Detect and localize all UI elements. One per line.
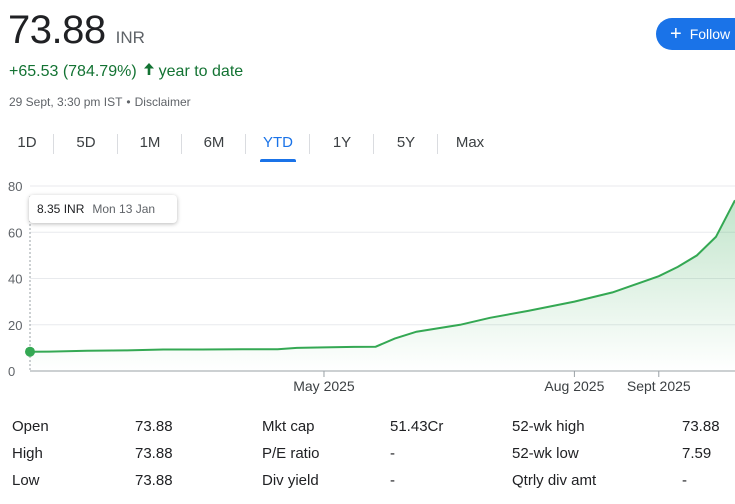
stat-mkt-cap-label: Mkt cap <box>262 418 315 435</box>
stat-row: High 73.88 P/E ratio - 52-wk low 7.59 <box>0 445 735 469</box>
stat-row: Open 73.88 Mkt cap 51.43Cr 52-wk high 73… <box>0 418 735 442</box>
y-tick-label: 0 <box>8 364 15 379</box>
price-header: 73.88 INR <box>8 8 145 53</box>
stat-pe-ratio-value: - <box>390 445 395 462</box>
x-tick-label: Aug 2025 <box>544 378 604 394</box>
change-value: +65.53 (784.79%) <box>9 62 137 80</box>
change-period: year to date <box>158 62 244 80</box>
y-tick-label: 80 <box>8 179 22 194</box>
disclaimer-link[interactable]: Disclaimer <box>134 95 191 109</box>
tab-5d[interactable]: 5D <box>54 128 118 160</box>
price-change: +65.53 (784.79%) year to date <box>9 62 243 81</box>
plus-icon: + <box>670 23 682 45</box>
x-tick-label: May 2025 <box>293 378 355 394</box>
separator-dot: • <box>126 95 131 109</box>
chart-area-fill <box>30 200 735 371</box>
stat-52wk-high-label: 52-wk high <box>512 418 585 435</box>
stat-pe-ratio-label: P/E ratio <box>262 445 320 462</box>
tab-label: Max <box>455 134 485 151</box>
quote-meta: 29 Sept, 3:30 pm IST • Disclaimer <box>9 95 191 109</box>
tab-divider <box>309 134 310 154</box>
stat-high-value: 73.88 <box>135 445 173 462</box>
tab-label: 1M <box>139 134 161 151</box>
chart-price-line <box>29 199 735 353</box>
range-tabs: 1D 5D 1M 6M YTD 1Y 5Y Max <box>0 128 502 162</box>
tab-label: 1Y <box>332 134 352 151</box>
stat-mkt-cap-value: 51.43Cr <box>390 418 444 435</box>
tab-ytd[interactable]: YTD <box>246 128 310 162</box>
y-tick-label: 40 <box>8 272 22 287</box>
price-chart[interactable]: 0 20 40 60 80 May 2025 Aug 2025 Sept 2025 <box>0 176 735 398</box>
tab-divider <box>181 134 182 154</box>
tab-label: 6M <box>203 134 225 151</box>
stat-div-yield-value: - <box>390 472 395 489</box>
tooltip-date: Mon 13 Jan <box>92 202 156 216</box>
timestamp: 29 Sept, 3:30 pm IST <box>9 95 123 109</box>
stat-open-value: 73.88 <box>135 418 173 435</box>
stat-qtrly-div-value: - <box>682 472 687 489</box>
tab-5y[interactable]: 5Y <box>374 128 438 160</box>
tab-1m[interactable]: 1M <box>118 128 182 160</box>
tab-max[interactable]: Max <box>438 128 502 160</box>
tab-1d[interactable]: 1D <box>0 128 54 160</box>
tab-divider <box>373 134 374 154</box>
stat-low-label: Low <box>12 472 40 489</box>
currency-label: INR <box>115 28 145 47</box>
stat-open-label: Open <box>12 418 49 435</box>
arrow-up-icon <box>143 62 155 81</box>
stat-52wk-high-value: 73.88 <box>682 418 720 435</box>
tab-6m[interactable]: 6M <box>182 128 246 160</box>
stat-row: Low 73.88 Div yield - Qtrly div amt - <box>0 472 735 496</box>
hover-point <box>25 346 35 357</box>
follow-button[interactable]: + Follow <box>656 18 735 50</box>
tab-divider <box>117 134 118 154</box>
stat-qtrly-div-label: Qtrly div amt <box>512 472 597 489</box>
price-value: 73.88 <box>8 8 106 52</box>
y-tick-label: 60 <box>8 225 22 240</box>
stat-52wk-low-label: 52-wk low <box>512 445 579 462</box>
chart-tooltip: 8.35 INR Mon 13 Jan <box>29 195 177 223</box>
follow-label: Follow <box>689 26 731 42</box>
x-tick-label: Sept 2025 <box>627 378 691 394</box>
tab-label: 5D <box>76 134 96 151</box>
tab-divider <box>245 134 246 154</box>
stat-52wk-low-value: 7.59 <box>682 445 712 462</box>
y-tick-label: 20 <box>8 318 22 333</box>
active-tab-underline <box>260 159 296 162</box>
tab-divider <box>437 134 438 154</box>
stat-high-label: High <box>12 445 43 462</box>
tooltip-value: 8.35 INR <box>37 202 85 216</box>
stat-low-value: 73.88 <box>135 472 173 489</box>
tab-label: 5Y <box>396 134 416 151</box>
tab-divider <box>53 134 54 154</box>
stat-div-yield-label: Div yield <box>262 472 319 489</box>
tab-label: YTD <box>263 134 293 151</box>
tab-1y[interactable]: 1Y <box>310 128 374 160</box>
tab-label: 1D <box>17 134 37 151</box>
